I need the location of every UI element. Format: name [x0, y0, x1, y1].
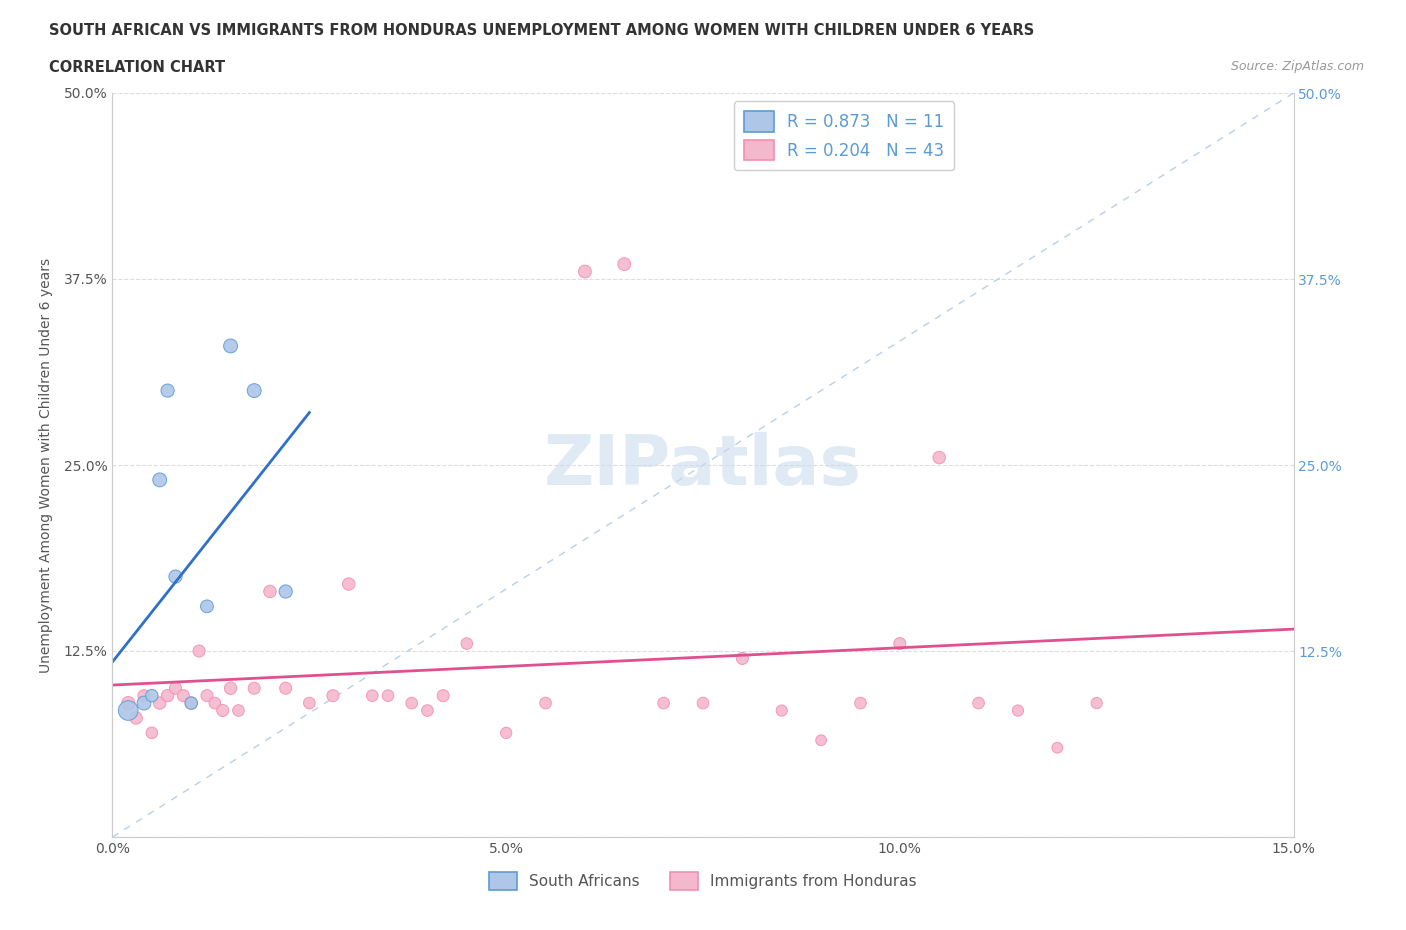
Point [228, 703, 250, 718]
Point [652, 696, 675, 711]
Point [928, 450, 950, 465]
Point [211, 703, 233, 718]
Point [149, 696, 172, 711]
Point [156, 383, 179, 398]
Point [613, 257, 636, 272]
Point [361, 688, 384, 703]
Point [692, 696, 714, 711]
Point [337, 577, 360, 591]
Point [156, 688, 179, 703]
Point [322, 688, 344, 703]
Point [1046, 740, 1069, 755]
Point [188, 644, 211, 658]
Point [204, 696, 226, 711]
Point [1085, 696, 1108, 711]
Point [534, 696, 557, 711]
Point [259, 584, 281, 599]
Point [219, 339, 242, 353]
Point [574, 264, 596, 279]
Text: Source: ZipAtlas.com: Source: ZipAtlas.com [1230, 60, 1364, 73]
Point [117, 703, 139, 718]
Point [180, 696, 202, 711]
Point [243, 681, 266, 696]
Point [132, 688, 155, 703]
Point [495, 725, 517, 740]
Point [274, 584, 297, 599]
Point [298, 696, 321, 711]
Point [165, 569, 187, 584]
Point [141, 725, 163, 740]
Point [219, 681, 242, 696]
Point [149, 472, 172, 487]
Point [889, 636, 911, 651]
Point [165, 681, 187, 696]
Point [172, 688, 194, 703]
Y-axis label: Unemployment Among Women with Children Under 6 years: Unemployment Among Women with Children U… [38, 258, 52, 672]
Text: SOUTH AFRICAN VS IMMIGRANTS FROM HONDURAS UNEMPLOYMENT AMONG WOMEN WITH CHILDREN: SOUTH AFRICAN VS IMMIGRANTS FROM HONDURA… [49, 23, 1035, 38]
Point [195, 599, 218, 614]
Point [416, 703, 439, 718]
Point [810, 733, 832, 748]
Point [243, 383, 266, 398]
Point [195, 688, 218, 703]
Point [731, 651, 754, 666]
Point [456, 636, 478, 651]
Point [117, 696, 139, 711]
Point [377, 688, 399, 703]
Point [180, 696, 202, 711]
Text: CORRELATION CHART: CORRELATION CHART [49, 60, 225, 75]
Point [849, 696, 872, 711]
Point [141, 688, 163, 703]
Point [432, 688, 454, 703]
Point [1007, 703, 1029, 718]
Point [967, 696, 990, 711]
Point [401, 696, 423, 711]
Legend: South Africans, Immigrants from Honduras: South Africans, Immigrants from Honduras [484, 866, 922, 897]
Point [125, 711, 148, 725]
Text: ZIPatlas: ZIPatlas [544, 432, 862, 498]
Point [770, 703, 793, 718]
Point [132, 696, 155, 711]
Point [274, 681, 297, 696]
